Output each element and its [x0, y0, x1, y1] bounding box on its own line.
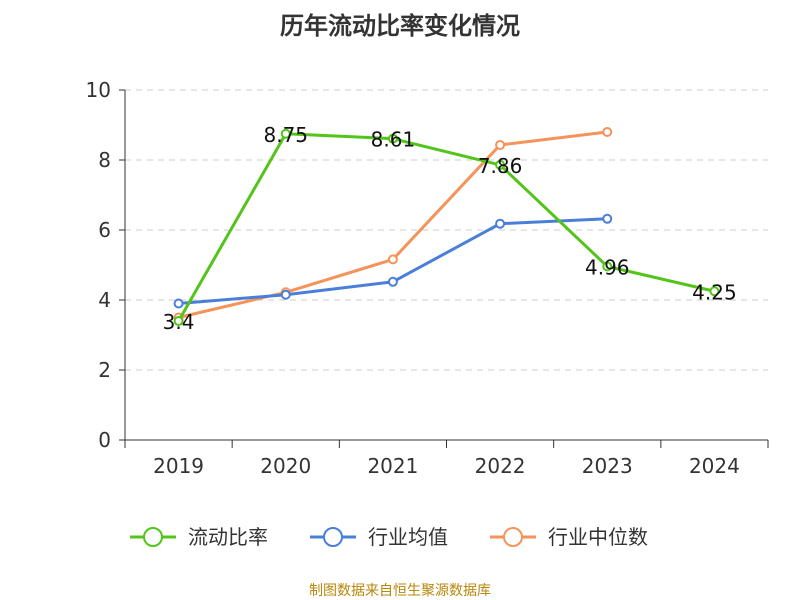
data-label: 4.96 — [585, 255, 630, 279]
data-label: 4.25 — [692, 280, 737, 304]
legend-item[interactable]: 行业中位数 — [490, 525, 648, 549]
data-point[interactable] — [602, 127, 613, 137]
chart-title: 历年流动比率变化情况 — [280, 12, 520, 40]
data-label: 8.61 — [371, 128, 416, 152]
series-group — [173, 127, 720, 326]
data-point[interactable] — [602, 213, 613, 224]
data-point[interactable] — [280, 289, 291, 300]
x-tick-label: 2023 — [582, 454, 633, 478]
y-tick-label: 4 — [98, 288, 111, 312]
data-point[interactable] — [495, 159, 506, 170]
y-tick-label: 0 — [98, 428, 111, 452]
data-source-note: 制图数据来自恒生聚源数据库 — [309, 583, 491, 599]
legend-swatch-marker — [323, 527, 343, 547]
y-tick-label: 8 — [98, 148, 111, 172]
data-point[interactable] — [495, 218, 506, 229]
data-point[interactable] — [709, 286, 720, 297]
data-point[interactable] — [387, 276, 398, 287]
y-tick-label: 10 — [86, 78, 111, 102]
y-tick-label: 6 — [98, 218, 111, 242]
axes: 0 2 4 6 8 10 2019 2020 2021 2022 2023 2024 — [86, 78, 769, 478]
data-point[interactable] — [280, 128, 291, 139]
data-label: 7.86 — [478, 154, 523, 178]
legend-item[interactable]: 行业均值 — [310, 525, 448, 549]
x-tick-label: 2022 — [475, 454, 526, 478]
y-tick-label: 2 — [98, 358, 111, 382]
legend-label: 行业均值 — [368, 525, 448, 549]
legend-label: 流动比率 — [188, 525, 268, 549]
data-point[interactable] — [602, 261, 613, 272]
legend[interactable]: 流动比率 行业均值 行业中位数 — [130, 525, 648, 549]
data-label: 3.4 — [163, 310, 195, 334]
data-labels: 3.4 8.75 8.61 7.86 4.96 4.25 — [163, 123, 737, 334]
data-point[interactable] — [387, 254, 398, 265]
legend-label: 行业中位数 — [548, 525, 648, 549]
series-line — [177, 132, 715, 322]
data-point[interactable] — [173, 298, 184, 309]
legend-swatch-marker — [503, 527, 523, 547]
data-point[interactable] — [173, 316, 184, 326]
legend-item[interactable]: 流动比率 — [130, 525, 268, 549]
data-label: 8.75 — [263, 123, 308, 147]
data-point[interactable] — [495, 139, 506, 150]
x-tick-label: 2019 — [153, 454, 204, 478]
x-tick-label: 2021 — [367, 454, 418, 478]
legend-swatch-marker — [143, 527, 163, 547]
grid-lines — [125, 89, 768, 371]
x-tick-label: 2020 — [260, 454, 311, 478]
data-point[interactable] — [387, 133, 398, 144]
x-tick-label: 2024 — [689, 454, 740, 478]
